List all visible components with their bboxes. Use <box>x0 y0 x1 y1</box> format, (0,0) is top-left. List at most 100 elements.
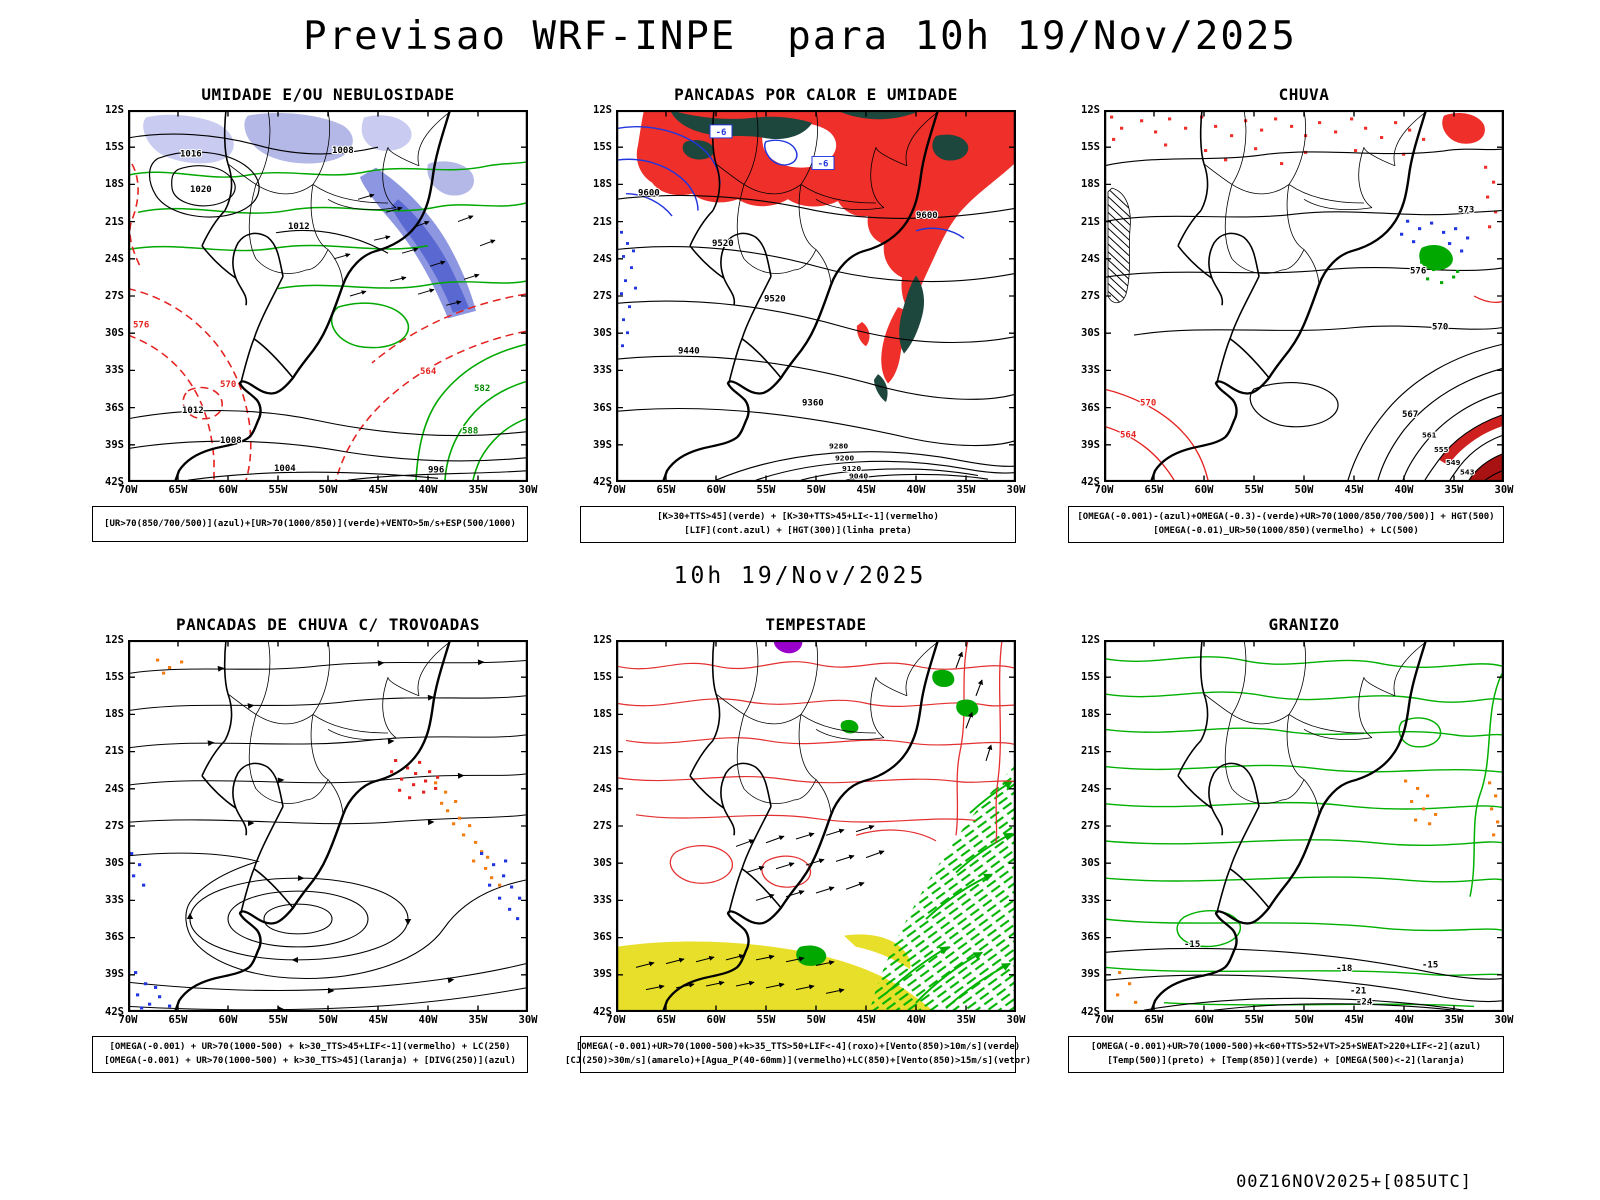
contour-label: 564 <box>420 367 436 377</box>
lon-axis: 70W 65W 60W 55W 50W 45W 40W 35W 30W <box>118 1013 538 1026</box>
lat-axis: 12S 15S 18S 21S 24S 27S 30S 33S 36S 39S 42S <box>1081 633 1100 1018</box>
boxed-label: -6 <box>818 160 829 170</box>
andes-hatch <box>1107 187 1131 304</box>
contour-labels: 1016 1020 1008 1012 1012 1008 1004 996 <box>179 145 445 477</box>
panel-title: TEMPESTADE <box>765 614 867 634</box>
lat-axis: 12S 15S 18S 21S 24S 27S 30S 33S 36S 39S 42S <box>105 633 124 1018</box>
panel-title: CHUVA <box>1278 85 1330 104</box>
legend-line: [CJ(250)>30m/s](amarelo)+[Agua_P(40-60mm… <box>565 1056 1031 1067</box>
page-title: Previsao WRF-INPE para 10h 19/Nov/2025 <box>303 14 1297 59</box>
contour-label: -24 <box>1356 998 1372 1008</box>
contour-label: 9520 <box>764 295 786 305</box>
legend-box: [K>30+TTS>45](verde) + [K>30+TTS>45+LI<-… <box>580 506 1016 543</box>
wind-vectors <box>333 193 496 306</box>
legend-line: [OMEGA(-0.01)_UR>50(1000/850)(vermelho) … <box>1153 526 1419 537</box>
temp500-black-contours <box>1104 947 1503 1011</box>
lon-axis: 70W 65W 60W 55W 50W 45W 40W 35W 30W <box>606 1013 1026 1026</box>
contour-label: 588 <box>462 427 478 437</box>
panel-title: PANCADAS POR CALOR E UMIDADE <box>674 85 958 104</box>
thunder-red-speckles <box>390 758 440 799</box>
panel-trovoadas: PANCADAS DE CHUVA C/ TROVOADAS 12S 15S 18S… <box>90 614 538 1073</box>
wind-green-fan <box>870 766 1014 1010</box>
contour-labels-red: 576 570 564 <box>132 320 437 391</box>
contour-label: 9280 <box>829 442 849 451</box>
contour-label: 9120 <box>842 464 862 473</box>
purple-blob <box>773 639 803 654</box>
wind-green-vectors <box>885 780 1013 1009</box>
contour-label: 9440 <box>678 347 700 357</box>
lon-axis: 70W 65W 60W 55W 50W 45W 40W 35W 30W <box>1094 1013 1514 1026</box>
contour-labels-red: 570 564 <box>1119 398 1157 441</box>
panel-umidade: UMIDADE E/OU NEBULOSIDADE 12S 15S 18S 21S 24… <box>90 85 537 543</box>
lat-axis: 12S 15S 18S 21S 24S 27S 30S 33S 36S 39S 42S <box>593 633 612 1018</box>
divergence-blue-speckles <box>130 851 522 1010</box>
green-patches-top <box>840 669 979 734</box>
green-patch-south <box>796 945 827 966</box>
contour-label: 1012 <box>182 406 204 416</box>
map-chuva: 576 573 570 567 561 555 549 543 570 564 <box>1104 110 1504 482</box>
legend-box: [OMEGA(-0.001) + UR>70(1000-500) + k>30_… <box>92 1035 528 1073</box>
contour-label: 549 <box>1446 459 1461 468</box>
lon-axis: 70W 65W 60W 55W 50W 45W 40W 35W 30W <box>1094 484 1514 496</box>
red-thickness-contours <box>128 163 527 481</box>
contour-label: 576 <box>133 321 149 331</box>
streamline-arrowheads <box>186 659 485 1012</box>
panel-title: PANCADAS DE CHUVA C/ TROVOADAS <box>176 614 480 634</box>
contour-label: 9360 <box>802 399 824 409</box>
temp850-green-contours <box>1104 655 1503 1007</box>
contour-label: 9200 <box>835 454 855 463</box>
contour-label: 1008 <box>220 436 242 446</box>
jet-yellow-area <box>616 941 932 1010</box>
contour-label: 1016 <box>180 150 202 160</box>
streamlines <box>128 659 527 1011</box>
contour-labels: 576 573 570 567 561 555 549 543 <box>1401 204 1476 477</box>
contour-label: 555 <box>1434 445 1449 454</box>
legend-box: [UR>70(850/700/500)](azul)+[UR>70(1000/8… <box>92 506 528 542</box>
contour-label: 573 <box>1458 206 1474 216</box>
green-humidity-contours <box>128 161 527 481</box>
contour-label: -15 <box>1422 960 1438 970</box>
legend-line: [LIF](cont.azul) + [HGT(300)](linha pret… <box>684 526 912 537</box>
jet-yellow-patch <box>844 934 911 970</box>
boxed-label: -6 <box>716 128 727 138</box>
contour-label: 9040 <box>849 472 869 481</box>
legend-line: [OMEGA(-0.001)-(azul)+OMEGA(-0.3)-(verde… <box>1077 512 1495 522</box>
lifted-index-boxed-labels: -6 -6 <box>709 124 835 171</box>
contour-label: 1008 <box>332 146 354 156</box>
map-pancadas-calor: -6 -6 9600 9600 9520 9520 9440 9360 9280… <box>616 110 1016 482</box>
contour-label: 570 <box>220 380 236 390</box>
legend-line: [OMEGA(-0.001)+UR>70(1000-500)+k<60+TTS>… <box>1090 1041 1482 1052</box>
contour-label: 9520 <box>712 239 734 249</box>
contour-label: 996 <box>428 466 444 476</box>
rain-red-speckles <box>1110 113 1498 229</box>
contour-label: 564 <box>1120 431 1136 441</box>
panel-title: UMIDADE E/OU NEBULOSIDADE <box>201 85 455 104</box>
contour-label: 570 <box>1140 399 1156 409</box>
contour-label: -15 <box>1184 940 1200 950</box>
contour-labels: -15 -15 -18 -21 -24 <box>1183 939 1439 1008</box>
legend-line: [OMEGA(-0.001) + UR>70(1000-500) + k>30_… <box>109 1041 511 1052</box>
legend-box: [OMEGA(-0.001)+UR>70(1000-500)+k>35_TTS>… <box>565 1035 1031 1073</box>
map-granizo: -15 -15 -18 -21 -24 <box>1104 639 1504 1012</box>
contour-label: 1012 <box>288 222 310 232</box>
legend-box: [OMEGA(-0.001)-(azul)+OMEGA(-0.3)-(verde… <box>1068 506 1504 543</box>
humidity-shading <box>143 113 476 319</box>
contour-labels-green: 582 588 <box>461 383 491 438</box>
panel-title: GRANIZO <box>1268 614 1340 634</box>
height-500-contours <box>1104 148 1503 481</box>
contour-label: 567 <box>1402 410 1418 420</box>
legend-line: [OMEGA(-0.001) + UR>70(1000-500) + k>30_… <box>104 1056 516 1067</box>
map-umidade: 1016 1020 1008 1012 1012 1008 1004 996 5… <box>128 110 528 482</box>
map-tempestade <box>616 639 1016 1012</box>
contour-label: 1020 <box>190 185 212 195</box>
severe-teal-patches <box>670 110 969 403</box>
legend-line: [K>30+TTS>45](verde) + [K>30+TTS>45+LI<-… <box>657 512 939 522</box>
drizzle-speckles-green <box>1419 245 1460 285</box>
contour-label: 576 <box>1410 267 1426 277</box>
run-info-footer: 00Z16NOV2025+[085UTC] <box>1236 1172 1472 1192</box>
panel-row-1: UMIDADE E/OU NEBULOSIDADE 12S 15S 18S 21S 24… <box>0 85 1600 543</box>
legend-box: [OMEGA(-0.001)+UR>70(1000-500)+k<60+TTS>… <box>1068 1035 1504 1073</box>
blue-speckles <box>620 230 637 348</box>
legend-line: [UR>70(850/700/500)](azul)+[UR>70(1000/8… <box>104 518 516 529</box>
